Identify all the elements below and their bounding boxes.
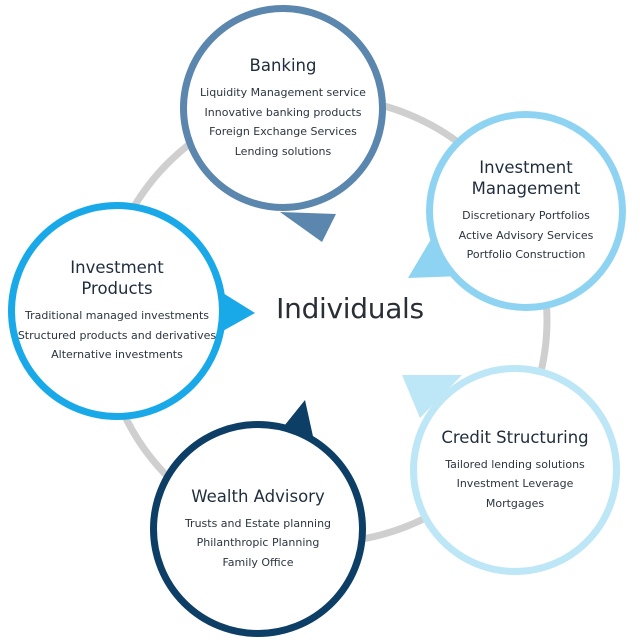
investment-products-items: Traditional managed investments Structur…	[18, 306, 216, 365]
credit-structuring-pointer	[402, 375, 462, 418]
wealth-advisory-title: Wealth Advisory	[191, 486, 325, 506]
wealth-advisory-item: Trusts and Estate planning	[184, 516, 332, 530]
credit-structuring-title: Credit Structuring	[441, 427, 589, 447]
wealth-advisory-item: Philanthropic Planning	[196, 536, 320, 550]
banking-item: Lending solutions	[234, 144, 332, 158]
wealth-advisory-items: Trusts and Estate planning Philanthropic…	[185, 514, 331, 573]
banking-item: Innovative banking products	[204, 105, 362, 119]
wealth-advisory-item: Family Office	[222, 555, 294, 569]
banking-item: Liquidity Management service	[200, 86, 366, 99]
center-label: Individuals	[276, 292, 424, 325]
investment-management-items: Discretionary Portfolios Active Advisory…	[459, 206, 594, 265]
investment-products-item: Alternative investments	[51, 348, 183, 362]
investment-management-node: Investment Management Discretionary Port…	[426, 111, 626, 311]
banking-items: Liquidity Management service Innovative …	[200, 83, 366, 161]
banking-item: Foreign Exchange Services	[209, 125, 357, 138]
investment-management-item: Discretionary Portfolios	[462, 209, 590, 223]
investment-products-item: Structured products and derivatives	[17, 328, 217, 342]
credit-structuring-items: Tailored lending solutions Investment Le…	[445, 455, 585, 514]
investment-products-node: Investment Products Traditional managed …	[8, 202, 226, 420]
investment-management-item: Portfolio Construction	[466, 248, 586, 262]
credit-structuring-item: Tailored lending solutions	[445, 457, 585, 471]
investment-management-title: Investment Management	[471, 158, 581, 199]
banking-pointer	[280, 212, 336, 242]
credit-structuring-item: Investment Leverage	[456, 477, 574, 491]
banking-node: Banking Liquidity Management service Inn…	[180, 5, 386, 211]
credit-structuring-item: Mortgages	[485, 496, 545, 510]
credit-structuring-node: Credit Structuring Tailored lending solu…	[410, 365, 620, 575]
investment-products-item: Traditional managed investments	[24, 309, 209, 323]
banking-title: Banking	[249, 56, 317, 75]
wealth-advisory-node: Wealth Advisory Trusts and Estate planni…	[150, 421, 366, 637]
investment-products-title: Investment Products	[70, 258, 164, 299]
investment-management-item: Active Advisory Services	[458, 228, 594, 242]
